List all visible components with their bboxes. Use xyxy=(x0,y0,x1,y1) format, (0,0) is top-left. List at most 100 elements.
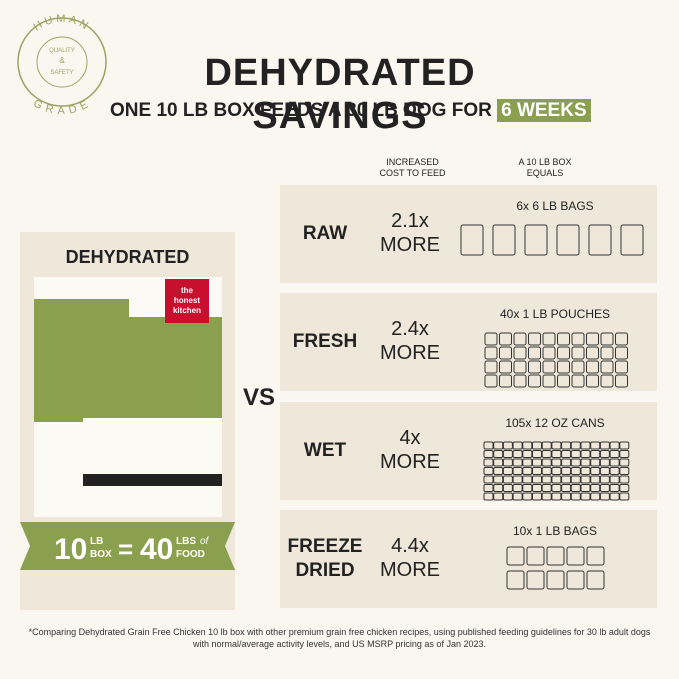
banner-number: 10 xyxy=(54,533,87,566)
icon xyxy=(522,441,533,450)
icon xyxy=(498,346,512,360)
banner-number: 40 xyxy=(140,533,173,566)
icon xyxy=(561,484,572,492)
icon xyxy=(513,332,526,346)
icon xyxy=(571,450,582,458)
title: DEHYDRATED SAVINGS xyxy=(204,52,476,137)
icon xyxy=(590,484,601,492)
icon xyxy=(556,332,570,346)
icon xyxy=(600,458,611,467)
banner: 10 LB BOX = 40 LBS of FOOD xyxy=(20,522,235,570)
icon xyxy=(580,484,591,492)
icon xyxy=(619,484,630,492)
icon xyxy=(609,441,620,450)
icon xyxy=(571,467,582,475)
icon xyxy=(522,458,533,467)
icon xyxy=(619,492,630,501)
banner-unit: of xyxy=(200,536,210,547)
icon xyxy=(484,360,497,374)
icon xyxy=(609,475,620,484)
banner-unit: FOOD xyxy=(176,549,205,560)
icon xyxy=(522,492,533,501)
icon xyxy=(506,546,525,566)
icon xyxy=(571,360,584,374)
badge-bottom: GRADE xyxy=(31,97,90,117)
icon xyxy=(590,441,601,450)
icon xyxy=(561,458,572,467)
icon xyxy=(551,441,562,450)
icon xyxy=(571,346,584,360)
column-header: INCREASED COST TO FEED xyxy=(379,157,446,178)
icon xyxy=(551,475,562,484)
icon xyxy=(503,467,514,475)
icon xyxy=(566,546,585,566)
icon xyxy=(609,450,620,458)
icon xyxy=(512,467,523,475)
icon xyxy=(493,492,504,501)
icon xyxy=(484,346,497,360)
icon xyxy=(532,450,543,458)
icon xyxy=(580,475,591,484)
icon xyxy=(483,441,494,450)
icon xyxy=(586,570,605,590)
icon xyxy=(614,360,628,374)
icon xyxy=(585,360,599,374)
icon xyxy=(590,458,601,467)
icon xyxy=(551,450,562,458)
icon xyxy=(580,492,591,501)
icon xyxy=(600,332,613,346)
icon xyxy=(561,492,572,501)
icon-grid xyxy=(484,332,628,388)
vs: VS xyxy=(243,384,276,411)
icon xyxy=(513,360,526,374)
icon xyxy=(512,492,523,501)
icon xyxy=(561,441,572,450)
icon xyxy=(620,224,644,256)
product-box: the honest kitchen xyxy=(34,277,222,517)
icon xyxy=(561,467,572,475)
row-equals: 6x 6 LB BAGS xyxy=(516,199,594,213)
row-equals: 105x 12 OZ CANS xyxy=(505,416,605,430)
badge-line: & xyxy=(59,56,65,65)
icon xyxy=(541,458,552,467)
icon xyxy=(532,475,543,484)
icon xyxy=(542,346,555,360)
banner-unit: BOX xyxy=(90,549,112,560)
icon xyxy=(493,475,504,484)
icon xyxy=(600,374,613,388)
row-cost: 4x xyxy=(399,427,421,449)
icon xyxy=(503,458,514,467)
icon-grid xyxy=(483,441,630,501)
icon xyxy=(600,484,611,492)
badge: HUMAN GRADE QUALITY & SAFETY xyxy=(17,13,107,117)
icon xyxy=(600,475,611,484)
icon xyxy=(561,450,572,458)
badge-line: SAFETY xyxy=(50,70,73,76)
icon xyxy=(524,224,548,256)
icon xyxy=(571,492,582,501)
icon xyxy=(527,360,541,374)
badge-line: QUALITY xyxy=(49,48,75,54)
footnote: *Comparing Dehydrated Grain Free Chicken… xyxy=(28,627,651,649)
icon-grid xyxy=(460,224,644,256)
icon xyxy=(571,475,582,484)
banner-unit: LB xyxy=(90,536,103,547)
icon xyxy=(503,441,514,450)
icon xyxy=(619,441,630,450)
row-panel xyxy=(280,510,657,608)
row-more: MORE xyxy=(380,451,440,473)
icon xyxy=(580,450,591,458)
icon xyxy=(571,484,582,492)
row-equals: 40x 1 LB POUCHES xyxy=(499,307,611,321)
row-cost: 2.4x xyxy=(391,318,429,340)
icon xyxy=(503,450,514,458)
svg-text:HUMAN: HUMAN xyxy=(31,13,92,34)
icon xyxy=(588,224,612,256)
icon xyxy=(551,467,562,475)
icon xyxy=(586,546,605,566)
icon xyxy=(483,484,494,492)
row-label: WET xyxy=(303,440,347,461)
icon xyxy=(541,475,552,484)
icon-grid xyxy=(506,546,605,590)
icon xyxy=(619,475,630,484)
